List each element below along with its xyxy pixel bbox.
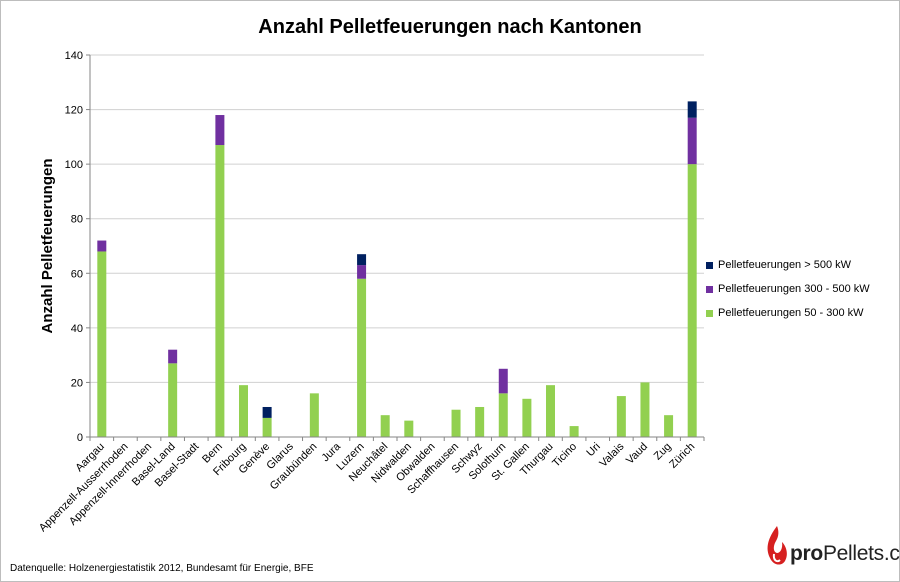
bar-segment [97,240,107,252]
brand-prefix: pro [790,542,823,565]
y-tick-labels: 0 20 40 60 80 100 120 140 [65,50,83,444]
axes [86,54,705,441]
bar-segment [404,420,414,437]
bar-segment [215,115,225,146]
y-tick-label: 140 [65,50,83,62]
x-tick-label: Zürich [667,441,697,471]
bar-segment [475,406,485,437]
y-tick-label: 0 [77,432,83,444]
legend-swatch [706,309,713,317]
bar-segment [687,117,697,165]
y-tick-label: 60 [71,268,83,280]
bar-segment [357,254,367,266]
bar-segment [640,382,650,437]
bar-segment [546,385,555,437]
bar-segment [380,415,390,437]
grid-lines [90,54,704,383]
y-tick-label: 120 [65,105,83,117]
bar-segment [262,417,272,437]
bar-segment [498,368,508,394]
legend-swatch [706,261,713,269]
flame-icon [767,526,787,565]
legend-item: Pelletfeuerungen 50 - 300 kW [706,306,870,320]
bar-segment [239,385,248,437]
x-tick-label: Valais [597,440,626,469]
source-note: Datenquelle: Holzenergiestatistik 2012, … [10,563,314,574]
brand-logo: proPellets.ch [762,522,900,574]
x-tick-label: Ticino [550,441,579,470]
bar-segment [168,349,178,364]
bar-segment [357,278,367,437]
legend-label: Pelletfeuerungen 50 - 300 kW [718,307,864,319]
bar-segment [451,409,461,437]
bars [97,101,697,438]
legend: Pelletfeuerungen > 500 kW Pelletfeuerunge… [706,258,870,330]
bar-segment [215,145,225,438]
bar-segment [168,363,178,437]
bar-segment [616,396,626,437]
brand-name: proPellets.ch [790,542,900,566]
y-tick-label: 80 [71,214,83,226]
y-tick-label: 100 [65,159,83,171]
x-tick-labels: AargauAppenzell-AusserrhodenAppenzell-In… [37,440,697,534]
bar-segment [309,393,319,437]
bar-segment [687,164,697,437]
y-tick-label: 40 [71,323,83,335]
legend-swatch [706,285,713,293]
chart-title: Anzahl Pelletfeuerungen nach Kantonen [258,16,641,38]
bar-segment [97,251,107,437]
legend-label: Pelletfeuerungen > 500 kW [718,259,852,271]
bar-segment [498,393,508,437]
legend-item: Pelletfeuerungen > 500 kW [706,258,870,272]
x-tick-label: Vaud [624,441,650,467]
y-tick-label: 20 [71,377,83,389]
brand-suffix: Pellets.ch [822,542,900,565]
bar-segment [262,406,272,418]
bar-segment [522,398,532,437]
y-axis-label: Anzahl Pelletfeuerungen [39,158,56,333]
bar-segment [687,101,697,118]
legend-item: Pelletfeuerungen 300 - 500 kW [706,282,870,296]
x-tick-label: Uri [584,441,602,459]
bar-segment [569,426,579,437]
legend-label: Pelletfeuerungen 300 - 500 kW [718,283,870,295]
bar-segment [357,265,367,279]
bar-segment [664,415,674,437]
